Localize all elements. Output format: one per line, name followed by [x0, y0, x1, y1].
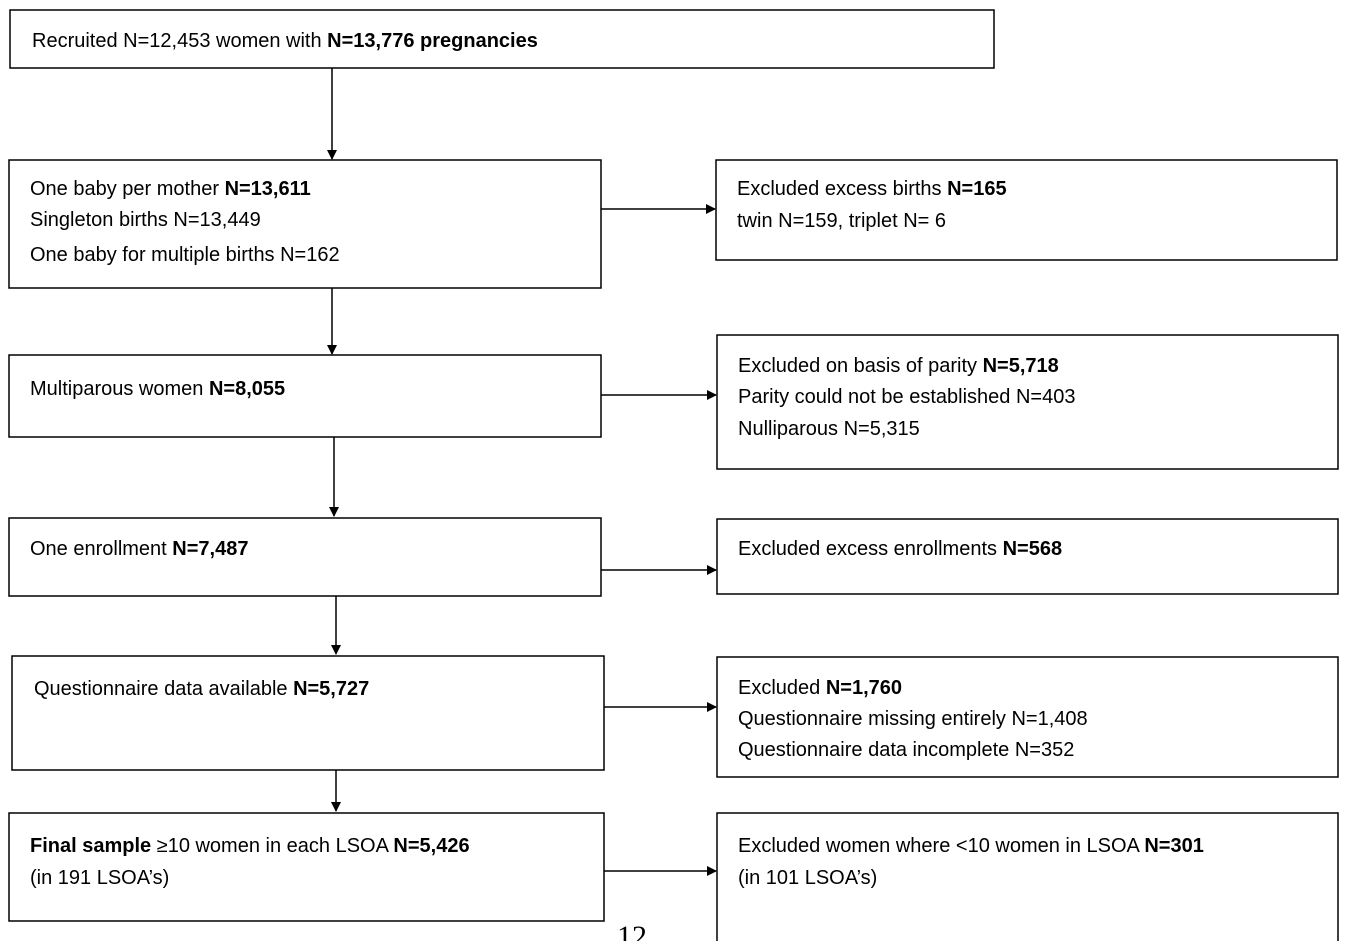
- text-span: Excluded excess births: [737, 178, 947, 200]
- flow-box: Excluded women where <10 women in LSOA N…: [716, 812, 1339, 941]
- text-span: Singleton births N=13,449: [30, 209, 261, 231]
- text-span: (in 101 LSOA’s): [738, 867, 877, 889]
- box-line: Excluded women where <10 women in LSOA N…: [738, 835, 1204, 857]
- bold-text: N=5,426: [393, 835, 469, 857]
- flow-box: Excluded N=1,760 Questionnaire missing en…: [716, 656, 1339, 778]
- text-span: Multiparous women: [30, 378, 209, 400]
- text-span: One baby for multiple births N=162: [30, 244, 340, 266]
- text-span: Excluded women where <10 women in LSOA: [738, 835, 1144, 857]
- text-span: Questionnaire data available: [34, 678, 293, 700]
- flow-box: One baby per mother N=13,611 Singleton bi…: [8, 159, 602, 289]
- text-span: Excluded excess enrollments: [738, 538, 1003, 560]
- box-border: [8, 354, 602, 438]
- box-border: [11, 655, 605, 771]
- box-border: [8, 517, 602, 597]
- box-border: [8, 159, 602, 289]
- box-line: Questionnaire data available N=5,727: [34, 678, 369, 700]
- text-span: Excluded on basis of parity: [738, 355, 983, 377]
- box-line: Excluded excess enrollments N=568: [738, 538, 1062, 560]
- box-border: [9, 9, 995, 69]
- box-line: One baby per mother N=13,611: [30, 178, 311, 200]
- bold-text: N=5,727: [293, 678, 369, 700]
- box-line: One baby for multiple births N=162: [30, 244, 340, 266]
- text-span: One enrollment: [30, 538, 172, 560]
- box-line: Final sample ≥10 women in each LSOA N=5,…: [30, 835, 470, 857]
- text-span: Questionnaire missing entirely N=1,408: [738, 708, 1088, 730]
- flow-box: Excluded on basis of parity N=5,718 Parit…: [716, 334, 1339, 470]
- box-line: Multiparous women N=8,055: [30, 378, 285, 400]
- bold-text: N=8,055: [209, 378, 285, 400]
- box-border: [716, 812, 1339, 941]
- text-span: Questionnaire data incomplete N=352: [738, 739, 1074, 761]
- box-line: Singleton births N=13,449: [30, 209, 261, 231]
- bold-text: N=13,611: [225, 178, 311, 200]
- box-line: Excluded on basis of parity N=5,718: [738, 355, 1059, 377]
- box-line: (in 191 LSOA’s): [30, 867, 169, 889]
- text-span: Nulliparous N=5,315: [738, 418, 920, 440]
- bold-text: N=13,776 pregnancies: [327, 30, 538, 52]
- box-border: [715, 159, 1338, 261]
- box-border: [716, 334, 1339, 470]
- bold-text: N=5,718: [983, 355, 1059, 377]
- bold-text: N=568: [1003, 538, 1063, 560]
- bold-text: N=1,760: [826, 677, 902, 699]
- box-line: Recruited N=12,453 women with N=13,776 p…: [32, 30, 538, 52]
- box-line: Excluded excess births N=165: [737, 178, 1007, 200]
- text-span: Recruited N=12,453 women with: [32, 30, 327, 52]
- box-border: [8, 812, 605, 922]
- box-line: Questionnaire missing entirely N=1,408: [738, 708, 1088, 730]
- box-line: Parity could not be established N=403: [738, 386, 1075, 408]
- bold-text: Final sample: [30, 835, 151, 857]
- text-span: (in 191 LSOA’s): [30, 867, 169, 889]
- bold-text: N=165: [947, 178, 1007, 200]
- box-border: [716, 518, 1339, 595]
- text-span: One baby per mother: [30, 178, 225, 200]
- flow-box: Questionnaire data available N=5,727: [11, 655, 605, 771]
- flow-box: Recruited N=12,453 women with N=13,776 p…: [9, 9, 995, 69]
- box-line: twin N=159, triplet N= 6: [737, 210, 946, 232]
- flow-box: Excluded excess enrollments N=568: [716, 518, 1339, 595]
- bold-text: N=301: [1144, 835, 1204, 857]
- box-line: Excluded N=1,760: [738, 677, 902, 699]
- text-span: ≥10 women in each LSOA: [151, 835, 393, 857]
- text-span: twin N=159, triplet N= 6: [737, 210, 946, 232]
- flow-box: Final sample ≥10 women in each LSOA N=5,…: [8, 812, 605, 922]
- box-border: [716, 656, 1339, 778]
- flow-box: One enrollment N=7,487: [8, 517, 602, 597]
- box-line: One enrollment N=7,487: [30, 538, 248, 560]
- arrows: [327, 68, 717, 876]
- text-span: Parity could not be established N=403: [738, 386, 1075, 408]
- text-span: Excluded: [738, 677, 826, 699]
- page-number: 12: [617, 920, 647, 941]
- box-line: Nulliparous N=5,315: [738, 418, 920, 440]
- box-line: Questionnaire data incomplete N=352: [738, 739, 1074, 761]
- flow-box: Multiparous women N=8,055: [8, 354, 602, 438]
- box-line: (in 101 LSOA’s): [738, 867, 877, 889]
- bold-text: N=7,487: [172, 538, 248, 560]
